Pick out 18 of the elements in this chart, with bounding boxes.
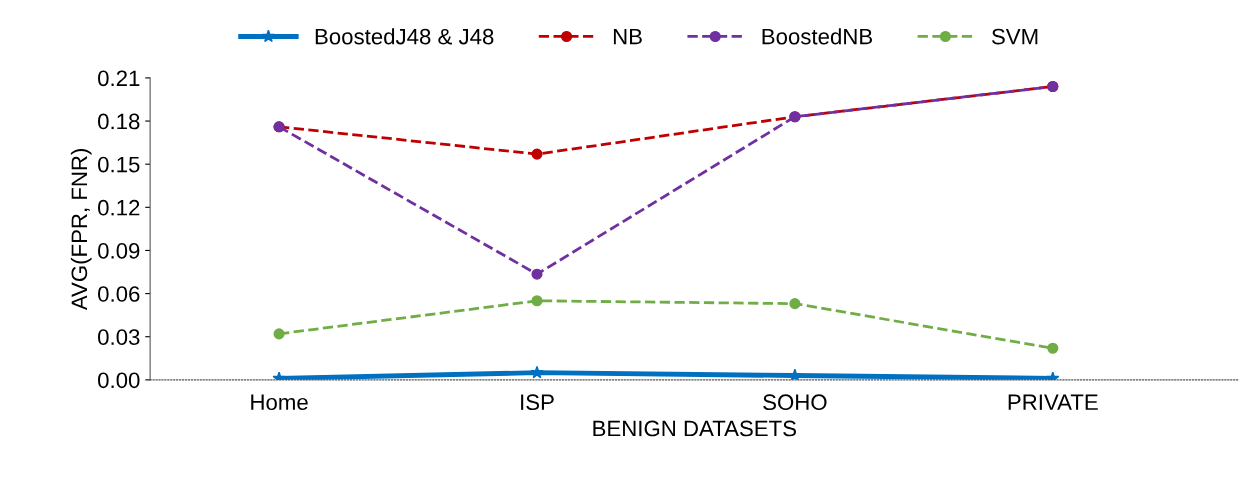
y-tick-label: 0.06 (98, 286, 140, 302)
y-tick-label: 0.18 (98, 113, 140, 130)
legend-label: BoostedNB (762, 28, 873, 45)
x-tick-label: PRIVATE (1008, 394, 1098, 410)
x-tick-label: Home (251, 394, 308, 411)
x-axis-title: BENIGN DATASETS (593, 420, 796, 437)
legend-label: NB (613, 28, 642, 45)
y-tick-label: 0.12 (98, 199, 140, 216)
x-tick-label: ISP (521, 394, 554, 411)
y-axis-title: AVG(FPR, FNR) (70, 148, 92, 311)
y-tick-label: 0.15 (98, 156, 140, 173)
legend-label: BoostedJ48 & J48 (315, 28, 494, 45)
y-tick-label: 0.09 (98, 242, 140, 259)
y-tick-label: 0.00 (98, 372, 140, 389)
y-tick-label: 0.21 (98, 70, 140, 87)
legend-label: SVM (991, 28, 1038, 45)
y-tick-label: 0.03 (98, 329, 140, 345)
x-tick-label: SOHO (763, 394, 827, 411)
